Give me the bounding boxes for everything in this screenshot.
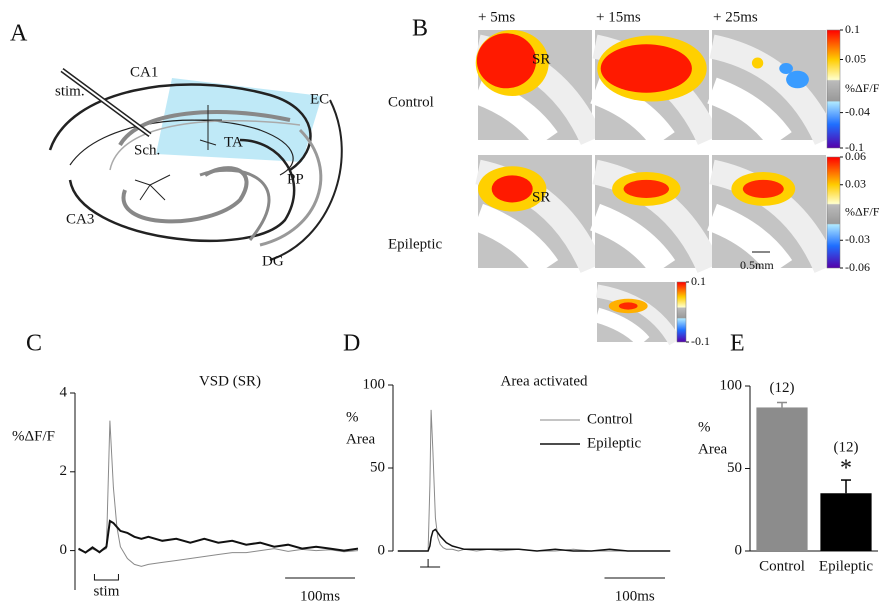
activity-blob bbox=[491, 175, 533, 203]
tissue-edge bbox=[706, 203, 793, 277]
trace bbox=[397, 528, 671, 552]
y-tick-label: 100 bbox=[720, 377, 743, 393]
chart-title: Area activated bbox=[500, 373, 588, 389]
y-axis-label: %ΔF/F bbox=[12, 428, 55, 444]
region-label: SR bbox=[532, 51, 550, 67]
colorbar-tick-label: -0.1 bbox=[845, 140, 864, 154]
panel-label: D bbox=[343, 331, 360, 357]
activity-blob bbox=[600, 44, 692, 93]
time-label: + 15ms bbox=[596, 9, 641, 25]
y-axis-label: % bbox=[698, 419, 711, 435]
tissue-edge bbox=[707, 77, 792, 149]
diagram-label: DG bbox=[262, 253, 284, 269]
stim-marker bbox=[420, 559, 441, 568]
colorbar-tick-label: -0.04 bbox=[845, 104, 870, 118]
tissue-edge bbox=[590, 77, 675, 149]
scale-label: 100ms bbox=[300, 588, 340, 604]
colorbar-tick-label: 0.1 bbox=[845, 22, 860, 36]
n-label: (12) bbox=[770, 380, 795, 396]
legend-label: Control bbox=[587, 411, 633, 427]
tissue-band bbox=[709, 34, 838, 146]
colorbar-tick-label: 0.03 bbox=[845, 177, 866, 191]
diagram-label: TA bbox=[224, 134, 243, 150]
bar bbox=[820, 493, 872, 551]
scale-label: 100ms bbox=[615, 588, 655, 604]
colorbar bbox=[676, 281, 687, 343]
activity-blob bbox=[779, 63, 793, 74]
y-tick-label: 50 bbox=[727, 460, 742, 476]
panel-label: B bbox=[412, 16, 428, 42]
colorbar bbox=[826, 156, 841, 269]
y-tick-label: 0 bbox=[735, 542, 743, 558]
colorbar-tick-label: -0.1 bbox=[691, 334, 710, 348]
tissue-edge bbox=[473, 77, 558, 149]
panel-label: C bbox=[26, 331, 42, 357]
diagram-label: Sch. bbox=[134, 142, 160, 158]
diagram-label: CA3 bbox=[66, 211, 94, 227]
diagram-label: stim. bbox=[55, 83, 85, 99]
time-label: + 5ms bbox=[478, 9, 515, 25]
tissue-band bbox=[709, 159, 838, 274]
y-axis-label: % bbox=[346, 409, 359, 425]
legend-label: Epileptic bbox=[587, 435, 641, 451]
activity-blob bbox=[751, 57, 764, 69]
activity-blob bbox=[618, 302, 638, 310]
hippocampus-diagram bbox=[48, 67, 343, 261]
y-tick-label: 0 bbox=[378, 542, 386, 558]
tissue-band bbox=[592, 159, 721, 274]
x-tick-label: Control bbox=[759, 558, 805, 574]
colorbar-tick-label: -0.03 bbox=[845, 232, 870, 246]
trace bbox=[78, 519, 359, 554]
n-label: (12) bbox=[834, 439, 859, 455]
y-axis-label: Area bbox=[698, 441, 727, 457]
diagram-label: EC bbox=[310, 91, 329, 107]
colorbar-tick-label: 0.06 bbox=[845, 149, 866, 163]
y-tick-label: 0 bbox=[60, 542, 68, 558]
diagram-label: CA1 bbox=[130, 64, 158, 80]
activity-blob bbox=[786, 70, 809, 89]
activity-blob bbox=[623, 179, 670, 198]
colorbar-tick-label: -0.06 bbox=[845, 260, 870, 274]
colorbar-label: %ΔF/F bbox=[845, 81, 880, 95]
row-label: Epileptic bbox=[388, 236, 442, 252]
image-tiles bbox=[472, 30, 838, 348]
diagram-label: PP bbox=[287, 171, 304, 187]
region-label: SR bbox=[532, 189, 550, 205]
x-tick-label: Epileptic bbox=[819, 558, 873, 574]
y-axis-label: Area bbox=[346, 431, 375, 447]
y-tick-label: 100 bbox=[363, 376, 386, 392]
scale-label: 0.5mm bbox=[740, 258, 774, 272]
colorbar-tick-label: 0.05 bbox=[845, 51, 866, 65]
activity-blob bbox=[476, 33, 537, 89]
row-label: Control bbox=[388, 94, 434, 110]
activity-blob bbox=[742, 179, 784, 198]
panel-label: A bbox=[10, 21, 28, 47]
significance: * bbox=[840, 456, 852, 482]
tissue-edge bbox=[594, 307, 650, 348]
tissue-edge bbox=[472, 203, 559, 277]
stim-label: stim bbox=[94, 583, 120, 599]
bar bbox=[756, 407, 808, 551]
trace bbox=[78, 420, 359, 567]
tissue-edge bbox=[589, 203, 676, 277]
trace bbox=[397, 409, 671, 552]
stim-marker bbox=[93, 574, 119, 581]
time-label: + 25ms bbox=[713, 9, 758, 25]
colorbar bbox=[826, 29, 841, 149]
chart-title: VSD (SR) bbox=[199, 373, 261, 389]
y-tick-label: 2 bbox=[60, 463, 68, 479]
panel-label: E bbox=[730, 331, 745, 357]
y-tick-label: 50 bbox=[370, 459, 385, 475]
colorbar-tick-label: 0.1 bbox=[691, 274, 706, 288]
y-tick-label: 4 bbox=[60, 384, 68, 400]
colorbar-label: %ΔF/F bbox=[845, 204, 880, 218]
